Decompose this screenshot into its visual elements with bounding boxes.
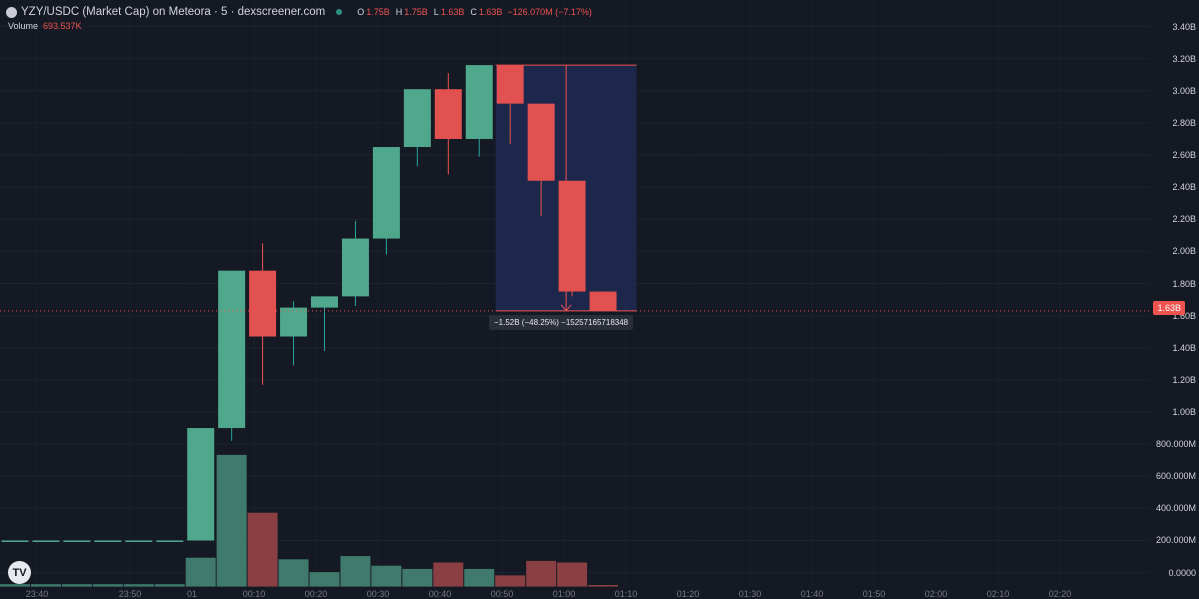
volume-bar bbox=[123, 584, 154, 587]
chart-legend: YZY/USDC (Market Cap) on Meteora · 5 · d… bbox=[6, 4, 592, 20]
candle-body bbox=[280, 307, 308, 337]
volume-bar bbox=[309, 572, 340, 587]
candle-body bbox=[1, 540, 29, 542]
candlesticks bbox=[1, 65, 617, 542]
candle-body bbox=[187, 428, 215, 541]
time-tick-label: 23:50 bbox=[118, 589, 142, 599]
candle-body bbox=[218, 270, 246, 429]
candle-body bbox=[156, 540, 184, 542]
candle-body bbox=[125, 540, 153, 542]
candle-body bbox=[372, 147, 400, 239]
price-tick-label: 2.80B bbox=[1172, 117, 1196, 128]
time-tick-label: 23:40 bbox=[25, 589, 49, 599]
volume-bar bbox=[247, 512, 278, 587]
tradingview-logo-icon[interactable]: TV bbox=[8, 561, 31, 584]
volume-bar bbox=[495, 575, 526, 587]
time-tick-label: 02:10 bbox=[986, 589, 1010, 599]
ohlc-close-value: 1.63B bbox=[478, 7, 503, 17]
volume-bar bbox=[154, 584, 185, 587]
price-tick-label: 3.00B bbox=[1172, 85, 1196, 96]
candle-body bbox=[32, 540, 60, 542]
volume-bar bbox=[433, 562, 464, 587]
volume-bar bbox=[0, 584, 30, 587]
candle-body bbox=[434, 89, 462, 139]
volume-bar bbox=[61, 584, 92, 587]
volume-value: 693.537K bbox=[43, 21, 82, 31]
time-tick-label: 02:20 bbox=[1048, 589, 1072, 599]
candle-body bbox=[496, 65, 524, 104]
time-tick-label: 01:50 bbox=[862, 589, 886, 599]
price-tick-label: 600.000M bbox=[1155, 471, 1196, 482]
status-dot-icon bbox=[336, 9, 343, 15]
current-price-tag: 1.63B bbox=[1153, 301, 1185, 315]
price-tick-label: 1.60B bbox=[1172, 310, 1196, 321]
candle-body bbox=[589, 291, 617, 311]
ohlc-open-value: 1.75B bbox=[366, 7, 390, 17]
ohlc-close-key: C bbox=[470, 7, 477, 17]
ohlc-low-key: L bbox=[433, 7, 439, 17]
time-tick-label: 00:50 bbox=[490, 589, 514, 599]
volume-label: Volume bbox=[8, 21, 39, 31]
chart-title: YZY/USDC (Market Cap) on Meteora · 5 · d… bbox=[21, 6, 326, 18]
ohlc-low-value: 1.63B bbox=[440, 7, 465, 17]
price-tick-label: 400.000M bbox=[1155, 503, 1196, 514]
candle-body bbox=[341, 238, 369, 297]
time-tick-label: 00:20 bbox=[304, 589, 328, 599]
volume-bar bbox=[402, 568, 433, 587]
candle-body bbox=[465, 65, 493, 139]
volume-bar bbox=[216, 454, 247, 587]
time-tick-label: 01 bbox=[186, 589, 198, 599]
price-tick-label: 800.000M bbox=[1155, 439, 1196, 450]
price-tick-label: 0.0000 bbox=[1168, 567, 1196, 578]
volume-bar bbox=[340, 556, 371, 587]
price-tick-label: 2.00B bbox=[1172, 246, 1196, 257]
candle-body bbox=[311, 296, 338, 308]
measure-arrow-head bbox=[560, 304, 572, 312]
volume-bar bbox=[30, 584, 61, 587]
volume-bar bbox=[588, 584, 619, 587]
ohlc-change-value: −126.070M (−7.17%) bbox=[507, 7, 592, 17]
price-tick-label: 200.000M bbox=[1155, 535, 1196, 546]
price-tick-label: 3.40B bbox=[1172, 21, 1196, 32]
volume-bar bbox=[464, 568, 495, 587]
volume-bar bbox=[371, 565, 402, 587]
candle-body bbox=[403, 89, 431, 148]
candle-body bbox=[94, 540, 122, 542]
time-tick-label: 01:40 bbox=[800, 589, 824, 599]
time-tick-label: 00:30 bbox=[366, 589, 390, 599]
price-tick-label: 2.20B bbox=[1172, 214, 1196, 225]
time-tick-label: 00:40 bbox=[428, 589, 452, 599]
time-tick-label: 00:10 bbox=[242, 589, 266, 599]
price-tick-label: 3.20B bbox=[1172, 53, 1196, 64]
time-tick-label: 02:00 bbox=[924, 589, 948, 599]
price-tick-label: 1.80B bbox=[1172, 278, 1196, 289]
candle-body bbox=[63, 540, 91, 542]
price-tick-label: 1.20B bbox=[1172, 374, 1196, 385]
measure-readout: −1.52B (−48.25%) −15257165718348 bbox=[489, 315, 634, 330]
volume-bar bbox=[557, 562, 588, 587]
candle-body bbox=[527, 103, 555, 181]
volume-bar bbox=[92, 584, 123, 587]
price-tick-label: 2.40B bbox=[1172, 182, 1196, 193]
time-tick-label: 01:00 bbox=[552, 589, 576, 599]
price-tick-label: 2.60B bbox=[1172, 150, 1196, 161]
ohlc-high-value: 1.75B bbox=[404, 7, 428, 17]
volume-bar bbox=[185, 557, 216, 587]
candle-body bbox=[249, 270, 277, 337]
time-tick-label: 01:10 bbox=[614, 589, 638, 599]
time-tick-label: 01:30 bbox=[738, 589, 762, 599]
ohlc-high-key: H bbox=[395, 7, 403, 17]
time-tick-label: 01:20 bbox=[676, 589, 700, 599]
price-tick-label: 1.00B bbox=[1172, 407, 1196, 417]
candle-body bbox=[558, 180, 586, 292]
ohlc-open-key: O bbox=[357, 7, 365, 17]
volume-bars bbox=[0, 454, 619, 587]
price-tick-label: 1.40B bbox=[1172, 342, 1196, 353]
volume-bar bbox=[526, 560, 557, 587]
volume-bar bbox=[278, 559, 309, 587]
token-logo-icon bbox=[6, 6, 17, 18]
volume-legend: Volume 693.537K bbox=[8, 21, 82, 31]
